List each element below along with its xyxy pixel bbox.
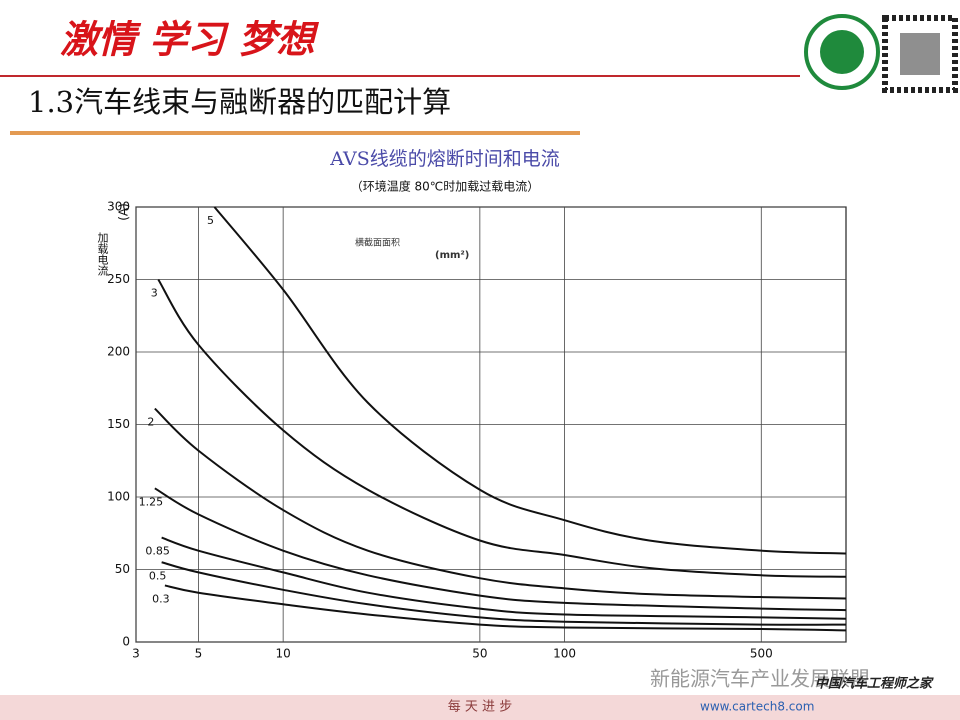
watermark-site: 中国汽车工程师之家: [815, 676, 934, 692]
y-tick-label: 100: [107, 490, 130, 504]
series-line: [161, 561, 847, 626]
qr-center: [900, 33, 940, 75]
x-tick-label: 10: [276, 647, 291, 661]
annotation-unit: (mm²): [435, 250, 469, 261]
title-underline: [10, 131, 580, 135]
footer-band: [0, 695, 960, 720]
x-tick-label: 100: [553, 647, 576, 661]
series-label: 0.5: [149, 569, 167, 582]
series-line: [161, 536, 847, 620]
series-label: 1.25: [139, 495, 164, 508]
series-line: [154, 407, 847, 600]
plot: 0 50 100 150 200 250 300 3 5 10 50 100 500 加载电流 5 3 2 1.2…: [96, 200, 847, 661]
chart-title: AVS线缆的熔断时间和电流: [329, 148, 560, 170]
series-line: [213, 206, 847, 555]
chart-subtitle: （环境温度 80℃时加载过载电流）: [351, 179, 540, 194]
section-title: 1.3汽车线束与融断器的匹配计算: [28, 85, 451, 119]
annotation: 横截面面积: [355, 237, 400, 249]
slogan: 激情 学习 梦想: [60, 18, 319, 62]
footer: 每 天 进 步: [448, 699, 512, 715]
y-axis-label: 加载电流: [96, 232, 109, 276]
series-label: 3: [151, 287, 158, 300]
y-tick-label: 50: [115, 562, 130, 576]
series-label: 2: [147, 416, 154, 429]
series-label: 0.85: [145, 545, 170, 558]
series-line: [157, 278, 847, 578]
watermark-url: www.cartech8.com: [700, 700, 814, 714]
x-tick-label: 500: [750, 647, 773, 661]
y-tick-label: 150: [107, 417, 130, 431]
x-tick-label: 3: [132, 647, 140, 661]
y-unit: (A): [117, 203, 131, 221]
y-tick-label: 250: [107, 272, 130, 286]
y-tick-label: 0: [122, 635, 130, 649]
watermark-wechat: 新能源汽车产业发展联盟: [650, 667, 870, 691]
series-line: [154, 487, 847, 612]
y-tick-label: 200: [107, 345, 130, 359]
logo-core: [820, 30, 864, 74]
series-line: [164, 584, 847, 632]
series-label: 0.3: [152, 592, 170, 605]
x-tick-label: 5: [195, 647, 203, 661]
y-tick-label: 300: [107, 200, 130, 214]
x-tick-label: 50: [472, 647, 487, 661]
series-label: 5: [207, 214, 214, 227]
